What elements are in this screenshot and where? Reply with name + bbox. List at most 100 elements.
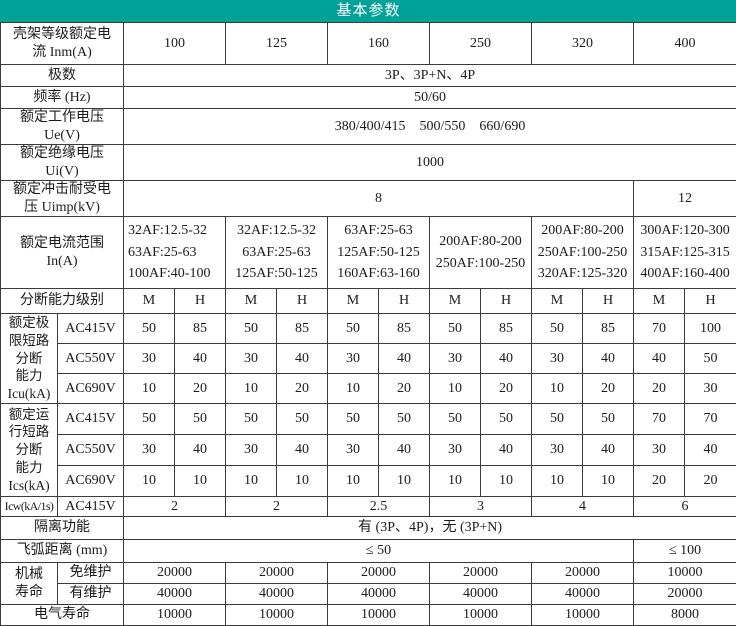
grade-value: H — [583, 289, 634, 314]
ics-ac415v-value: 70 — [634, 404, 685, 435]
icu-ac415v-value: 70 — [634, 314, 685, 344]
row-label-frequency: 频率 (Hz) — [1, 87, 124, 109]
row-label-icu: 额定极 限短路 分断 能力 Icu(kA) — [1, 314, 58, 404]
grade-value: H — [481, 289, 532, 314]
elec-life-value: 10000 — [226, 605, 328, 626]
icu-ac415v-value: 50 — [532, 314, 583, 344]
row-label-impulse-voltage: 额定冲击耐受电 压 Uimp(kV) — [1, 181, 124, 217]
icu-ac550v-value: 30 — [532, 344, 583, 374]
icu-ac550v-value: 30 — [430, 344, 481, 374]
voltage-label: AC550V — [58, 435, 124, 466]
ics-ac550v-value: 40 — [175, 435, 226, 466]
icw-value: 6 — [634, 497, 736, 517]
icu-ac550v-value: 40 — [175, 344, 226, 374]
voltage-label: AC690V — [58, 374, 124, 404]
ics-ac550v-value: 40 — [277, 435, 328, 466]
icu-ac415v-value: 50 — [124, 314, 175, 344]
ics-ac415v-value: 50 — [226, 404, 277, 435]
working-voltage-value: 380/400/415 500/550 660/690 — [124, 109, 736, 145]
ics-ac550v-value: 30 — [124, 435, 175, 466]
grade-value: M — [226, 289, 277, 314]
icu-ac550v-value: 40 — [481, 344, 532, 374]
elec-life-value: 10000 — [532, 605, 634, 626]
voltage-label: AC415V — [58, 497, 124, 517]
elec-life-value: 10000 — [124, 605, 226, 626]
row-label-poles: 极数 — [1, 65, 124, 87]
ics-ac415v-value: 50 — [583, 404, 634, 435]
ics-ac690v-value: 10 — [583, 466, 634, 497]
icu-ac550v-value: 40 — [379, 344, 430, 374]
row-label-ics: 额定运 行短路 分断 能力 Ics(kA) — [1, 404, 58, 497]
icu-ac550v-value: 40 — [277, 344, 328, 374]
arc-distance-value-last: ≤ 100 — [634, 540, 736, 563]
current-range-value: 63AF:25-63 125AF:50-125 160AF:63-160 — [328, 217, 430, 289]
row-label-mechanical-life: 机械 寿命 — [1, 563, 58, 605]
frame-current-value: 160 — [328, 23, 430, 65]
mech-life-maint-value: 40000 — [430, 584, 532, 605]
icu-ac415v-value: 100 — [685, 314, 736, 344]
row-label-breaking-grade: 分断能力级别 — [1, 289, 124, 314]
impulse-voltage-value-last: 12 — [634, 181, 736, 217]
icu-ac690v-value: 10 — [430, 374, 481, 404]
ics-ac690v-value: 10 — [379, 466, 430, 497]
mech-life-maint-value: 40000 — [532, 584, 634, 605]
elec-life-value: 8000 — [634, 605, 736, 626]
icu-ac415v-value: 85 — [277, 314, 328, 344]
icu-ac690v-value: 20 — [277, 374, 328, 404]
ics-ac415v-value: 50 — [124, 404, 175, 435]
row-label-electrical-life: 电气寿命 — [1, 605, 124, 626]
ics-ac415v-value: 50 — [481, 404, 532, 435]
grade-value: M — [328, 289, 379, 314]
voltage-label: AC415V — [58, 404, 124, 435]
grade-value: M — [634, 289, 685, 314]
mech-life-free-value: 20000 — [124, 563, 226, 584]
frame-current-value: 100 — [124, 23, 226, 65]
icu-ac690v-value: 20 — [175, 374, 226, 404]
current-range-value: 32AF:12.5-32 63AF:25-63 125AF:50-125 — [226, 217, 328, 289]
icu-ac690v-value: 10 — [532, 374, 583, 404]
icw-value: 4 — [532, 497, 634, 517]
poles-value: 3P、3P+N、4P — [124, 65, 736, 87]
ics-ac550v-value: 40 — [685, 435, 736, 466]
insulation-voltage-value: 1000 — [124, 145, 736, 181]
icu-ac550v-value: 30 — [226, 344, 277, 374]
ics-ac690v-value: 10 — [226, 466, 277, 497]
grade-value: H — [175, 289, 226, 314]
grade-value: H — [685, 289, 736, 314]
ics-ac415v-value: 50 — [175, 404, 226, 435]
elec-life-value: 10000 — [430, 605, 532, 626]
row-label-arc-distance: 飞弧距离 (mm) — [1, 540, 124, 563]
ics-ac415v-value: 50 — [379, 404, 430, 435]
frequency-value: 50/60 — [124, 87, 736, 109]
ics-ac550v-value: 40 — [481, 435, 532, 466]
icu-ac690v-value: 20 — [379, 374, 430, 404]
grade-value: H — [277, 289, 328, 314]
isolation-value: 有 (3P、4P)，无 (3P+N) — [124, 517, 736, 540]
voltage-label: AC690V — [58, 466, 124, 497]
ics-ac550v-value: 30 — [328, 435, 379, 466]
voltage-label: AC550V — [58, 344, 124, 374]
icu-ac690v-value: 20 — [634, 374, 685, 404]
icu-ac550v-value: 40 — [634, 344, 685, 374]
ics-ac415v-value: 50 — [430, 404, 481, 435]
icu-ac690v-value: 10 — [328, 374, 379, 404]
ics-ac690v-value: 10 — [124, 466, 175, 497]
ics-ac690v-value: 10 — [277, 466, 328, 497]
frame-current-value: 250 — [430, 23, 532, 65]
ics-ac550v-value: 30 — [226, 435, 277, 466]
voltage-label: AC415V — [58, 314, 124, 344]
ics-ac690v-value: 20 — [685, 466, 736, 497]
mech-life-free-value: 20000 — [226, 563, 328, 584]
ics-ac690v-value: 10 — [532, 466, 583, 497]
icu-ac690v-value: 10 — [124, 374, 175, 404]
current-range-value: 32AF:12.5-32 63AF:25-63 100AF:40-100 — [124, 217, 226, 289]
maintenance-type-label: 免维护 — [58, 563, 124, 584]
ics-ac415v-value: 50 — [532, 404, 583, 435]
ics-ac550v-value: 30 — [430, 435, 481, 466]
ics-ac550v-value: 40 — [583, 435, 634, 466]
ics-ac690v-value: 10 — [175, 466, 226, 497]
ics-ac550v-value: 30 — [532, 435, 583, 466]
row-label-isolation: 隔离功能 — [1, 517, 124, 540]
mech-life-maint-value: 40000 — [124, 584, 226, 605]
